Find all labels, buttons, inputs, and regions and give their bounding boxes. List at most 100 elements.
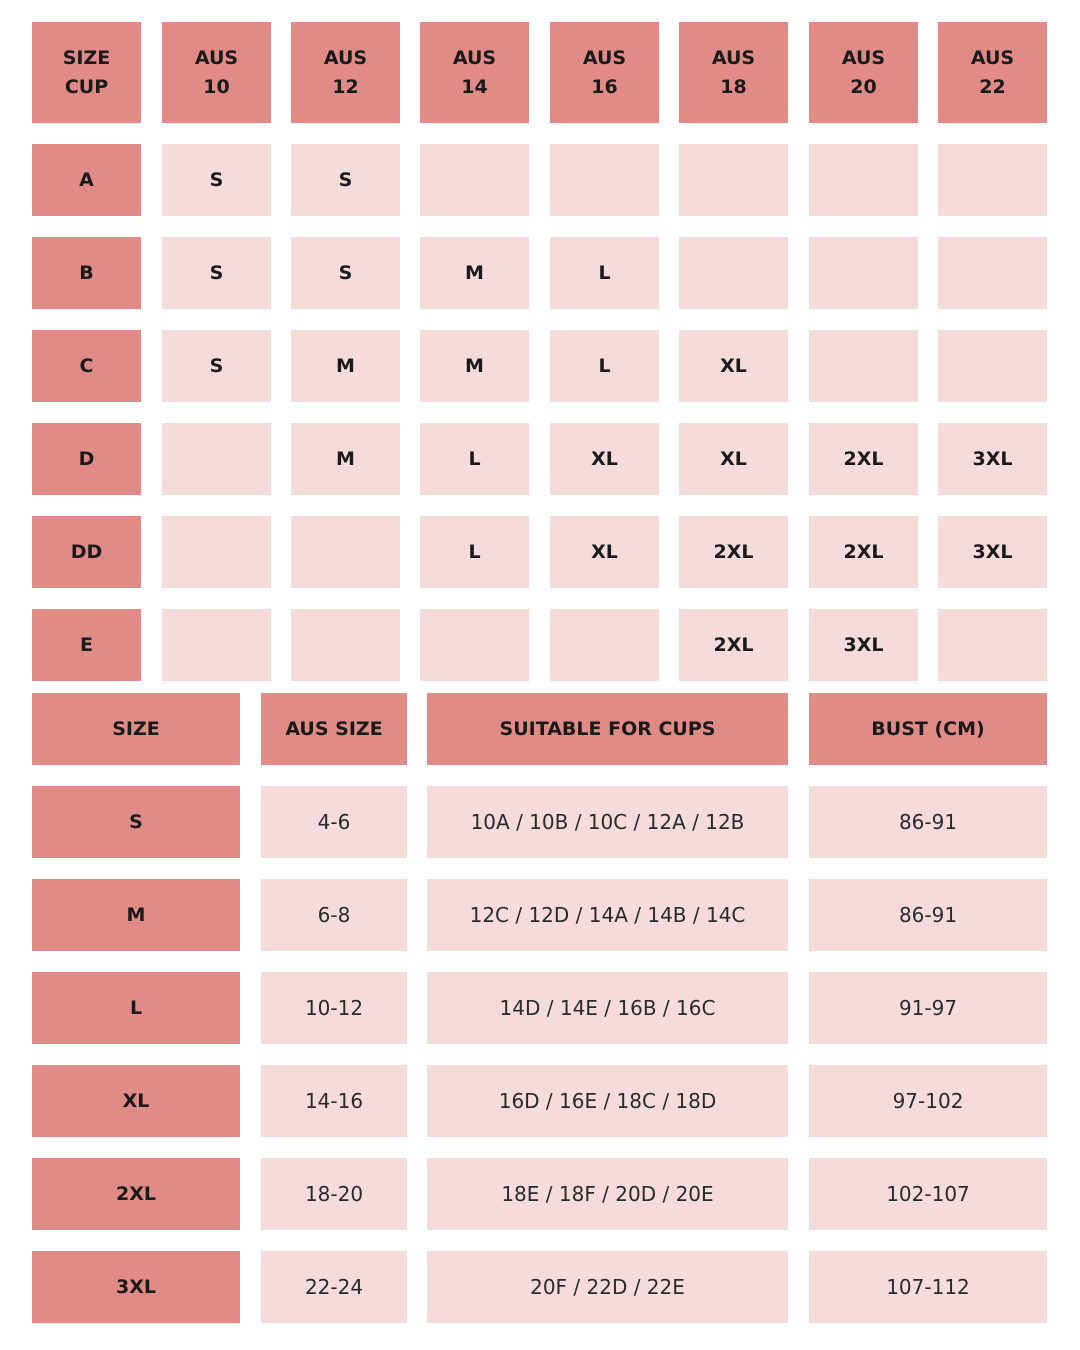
- size-cell: [938, 237, 1047, 309]
- cell-text: 107-112: [886, 1275, 970, 1299]
- info-cell: 12C / 12D / 14A / 14B / 14C: [427, 879, 788, 951]
- header-cell: AUS 18: [679, 22, 788, 123]
- cell-text: 3XL: [843, 633, 884, 656]
- size-cell: XL: [679, 423, 788, 495]
- cell-text: S: [338, 261, 353, 284]
- cell-text: 91-97: [898, 996, 958, 1020]
- size-cell: [938, 144, 1047, 216]
- info-cell: 91-97: [809, 972, 1047, 1044]
- cell-text: 22: [979, 75, 1006, 98]
- size-cell: L: [420, 423, 529, 495]
- size-cell: L: [550, 237, 659, 309]
- cell-text: 97-102: [892, 1089, 964, 1113]
- cell-text: 10: [203, 75, 230, 98]
- size-label-cell: 3XL: [32, 1251, 240, 1323]
- header-cell: SIZE CUP: [32, 22, 141, 123]
- cell-text: M: [336, 447, 355, 470]
- header-cell: AUS 22: [938, 22, 1047, 123]
- info-cell: 102-107: [809, 1158, 1047, 1230]
- cell-text: AUS SIZE: [285, 717, 383, 740]
- cell-text: 2XL: [116, 1182, 156, 1205]
- cell-text: D: [78, 447, 95, 470]
- header-cell: AUS 16: [550, 22, 659, 123]
- cup-cell: A: [32, 144, 141, 216]
- size-cell: [809, 330, 918, 402]
- cell-text: 18E / 18F / 20D / 20E: [501, 1182, 714, 1206]
- size-cell: 2XL: [679, 516, 788, 588]
- cell-text: 16D / 16E / 18C / 18D: [498, 1089, 717, 1113]
- cell-text: S: [209, 261, 224, 284]
- cell-text: 3XL: [116, 1275, 156, 1298]
- info-cell: 18-20: [261, 1158, 407, 1230]
- size-cell: 3XL: [938, 423, 1047, 495]
- cell-text: 16: [591, 75, 618, 98]
- info-cell: 14-16: [261, 1065, 407, 1137]
- cell-text: 18-20: [304, 1182, 364, 1206]
- size-cell: XL: [679, 330, 788, 402]
- cell-text: XL: [720, 354, 747, 377]
- size-cell: [938, 609, 1047, 681]
- size-cell: XL: [550, 516, 659, 588]
- size-label-cell: XL: [32, 1065, 240, 1137]
- cell-text: C: [79, 354, 94, 377]
- cell-text: SUITABLE FOR CUPS: [499, 717, 716, 740]
- cell-text: L: [598, 354, 611, 377]
- cell-text: 6-8: [317, 903, 351, 927]
- cell-text: M: [465, 261, 484, 284]
- info-cell: 20F / 22D / 22E: [427, 1251, 788, 1323]
- size-cell: [809, 237, 918, 309]
- size-cell: 2XL: [809, 516, 918, 588]
- cell-text: SIZE: [62, 46, 111, 69]
- info-cell: 18E / 18F / 20D / 20E: [427, 1158, 788, 1230]
- header-cell: SIZE: [32, 693, 240, 765]
- cup-cell: B: [32, 237, 141, 309]
- size-label-cell: L: [32, 972, 240, 1044]
- info-cell: 16D / 16E / 18C / 18D: [427, 1065, 788, 1137]
- size-cell: [420, 609, 529, 681]
- header-cell: SUITABLE FOR CUPS: [427, 693, 788, 765]
- size-cell: [550, 144, 659, 216]
- cell-text: 86-91: [898, 903, 958, 927]
- size-cell: M: [420, 330, 529, 402]
- cell-text: 102-107: [886, 1182, 970, 1206]
- info-cell: 22-24: [261, 1251, 407, 1323]
- size-cell: M: [291, 423, 400, 495]
- info-cell: 86-91: [809, 879, 1047, 951]
- cell-text: S: [209, 354, 224, 377]
- size-cell: 2XL: [679, 609, 788, 681]
- cell-text: XL: [591, 447, 618, 470]
- size-cell: 2XL: [809, 423, 918, 495]
- size-label-cell: 2XL: [32, 1158, 240, 1230]
- size-cell: M: [420, 237, 529, 309]
- cell-text: 14D / 14E / 16B / 16C: [499, 996, 716, 1020]
- cell-text: AUS: [323, 46, 368, 69]
- size-cell: M: [291, 330, 400, 402]
- cell-text: L: [598, 261, 611, 284]
- cell-text: 18: [720, 75, 747, 98]
- cell-text: AUS: [711, 46, 756, 69]
- size-cell: [679, 237, 788, 309]
- size-cell: S: [162, 144, 271, 216]
- cell-text: 10A / 10B / 10C / 12A / 12B: [470, 810, 745, 834]
- info-cell: 107-112: [809, 1251, 1047, 1323]
- cell-text: S: [129, 810, 143, 833]
- cell-text: 14: [461, 75, 488, 98]
- size-cell: [938, 330, 1047, 402]
- cell-text: M: [465, 354, 484, 377]
- cell-text: AUS: [841, 46, 886, 69]
- cell-text: AUS: [452, 46, 497, 69]
- cup-cell: E: [32, 609, 141, 681]
- info-cell: 10-12: [261, 972, 407, 1044]
- cell-text: BUST (CM): [871, 717, 985, 740]
- cell-text: 12C / 12D / 14A / 14B / 14C: [469, 903, 746, 927]
- size-cell: [291, 609, 400, 681]
- info-cell: 6-8: [261, 879, 407, 951]
- size-cell: [809, 144, 918, 216]
- cell-text: CUP: [64, 75, 109, 98]
- size-cell: XL: [550, 423, 659, 495]
- size-cell: [162, 516, 271, 588]
- size-cell: S: [162, 237, 271, 309]
- cell-text: 2XL: [713, 540, 754, 563]
- size-cell: 3XL: [809, 609, 918, 681]
- cell-text: XL: [720, 447, 747, 470]
